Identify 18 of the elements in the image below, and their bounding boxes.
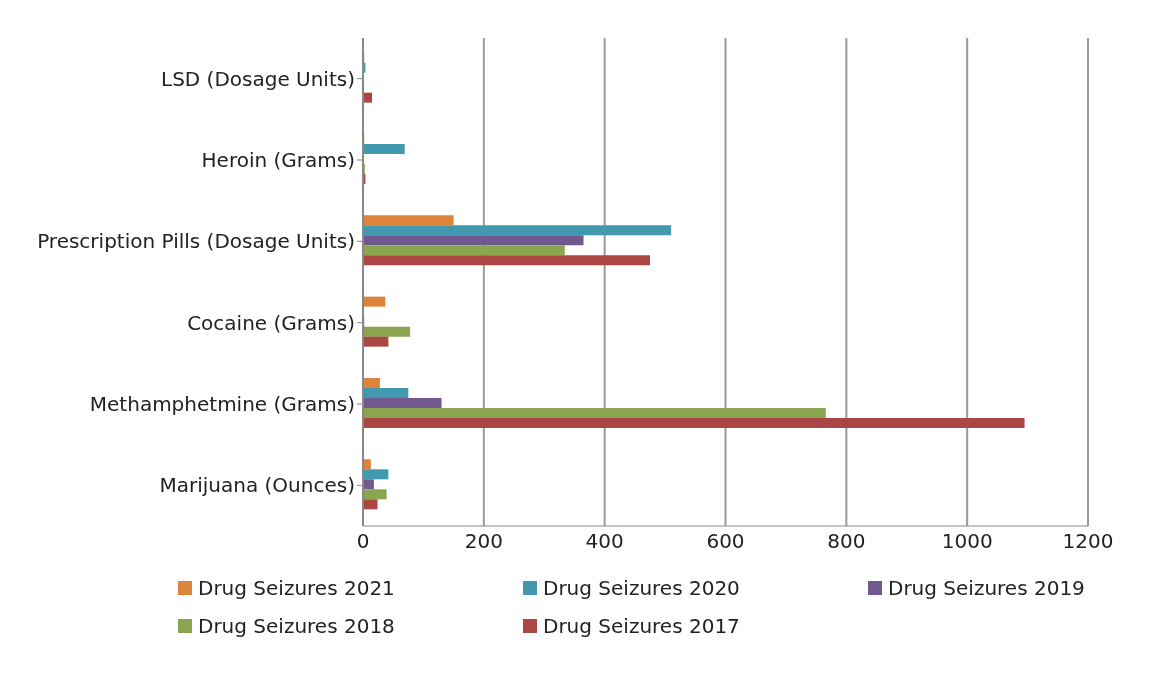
- legend-label: Drug Seizures 2018: [198, 614, 395, 638]
- x-tick-label: 1200: [1062, 529, 1114, 554]
- legend-label: Drug Seizures 2020: [543, 576, 740, 600]
- x-tick-label: 200: [464, 529, 503, 554]
- x-tick-label: 800: [827, 529, 866, 554]
- y-tick-label: Prescription Pills (Dosage Units): [37, 229, 355, 254]
- legend-label: Drug Seizures 2017: [543, 614, 740, 638]
- x-tick-label: 1000: [941, 529, 993, 554]
- x-tick-label: 400: [585, 529, 624, 554]
- y-tick-label: LSD (Dosage Units): [160, 66, 355, 91]
- legend-label: Drug Seizures 2021: [198, 576, 395, 600]
- y-tick-label: Heroin (Grams): [201, 148, 355, 173]
- y-tick-label: Marijuana (Ounces): [159, 473, 355, 498]
- legend-label: Drug Seizures 2019: [888, 576, 1085, 600]
- y-tick-label: Cocaine (Grams): [187, 310, 355, 335]
- y-tick-label: Methamphetmine (Grams): [89, 392, 355, 417]
- x-tick-label: 0: [356, 529, 370, 554]
- x-tick-label: 600: [706, 529, 745, 554]
